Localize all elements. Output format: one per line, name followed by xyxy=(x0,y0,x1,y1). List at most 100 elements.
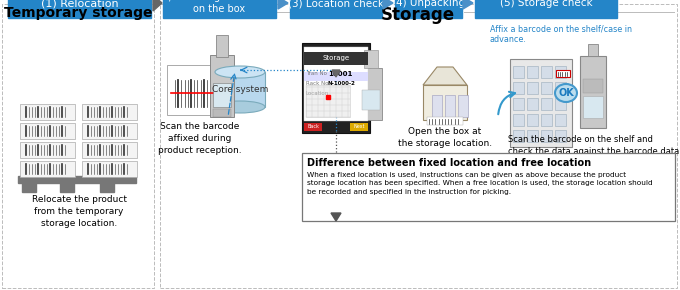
Bar xyxy=(20,104,75,120)
Text: Next: Next xyxy=(353,124,364,130)
Bar xyxy=(213,109,231,117)
Bar xyxy=(362,90,380,110)
Text: (2) Scanning the barcode
on the box: (2) Scanning the barcode on the box xyxy=(158,0,282,14)
Bar xyxy=(541,66,552,78)
Bar xyxy=(555,98,566,110)
Bar xyxy=(580,56,606,128)
Bar xyxy=(60,182,74,192)
Bar xyxy=(541,130,552,142)
Bar xyxy=(82,123,137,139)
Bar xyxy=(513,130,524,142)
Bar xyxy=(8,0,151,18)
Polygon shape xyxy=(278,0,288,9)
Text: Scan the barcode on the shelf and
check the data against the barcode data
on the: Scan the barcode on the shelf and check … xyxy=(508,135,679,168)
Bar xyxy=(22,182,36,192)
Text: (5) Storage check: (5) Storage check xyxy=(500,0,592,8)
Bar xyxy=(302,153,675,221)
Bar xyxy=(350,123,368,131)
Polygon shape xyxy=(331,213,341,221)
Bar xyxy=(290,0,382,18)
Text: N-1000-2: N-1000-2 xyxy=(328,81,356,86)
Text: Back: Back xyxy=(307,124,319,130)
Text: (4) Unpacking: (4) Unpacking xyxy=(392,0,465,8)
Bar xyxy=(475,0,617,18)
Bar xyxy=(18,176,136,183)
Bar xyxy=(527,98,538,110)
Bar xyxy=(304,47,368,121)
Text: Difference between fixed location and free location: Difference between fixed location and fr… xyxy=(307,158,591,168)
Bar xyxy=(513,82,524,94)
Bar xyxy=(302,43,370,133)
Polygon shape xyxy=(383,0,393,9)
Text: Core system: Core system xyxy=(211,85,268,94)
Bar xyxy=(360,68,382,120)
Bar xyxy=(364,50,378,68)
Text: Open the box at
the storage location.: Open the box at the storage location. xyxy=(398,127,492,148)
Bar xyxy=(215,72,265,107)
Text: Storage: Storage xyxy=(322,55,350,61)
Bar xyxy=(541,82,552,94)
Bar xyxy=(82,104,137,120)
Text: Tran No: Tran No xyxy=(306,71,327,76)
Bar xyxy=(304,72,368,81)
Bar xyxy=(527,130,538,142)
Bar xyxy=(583,96,603,118)
Bar xyxy=(527,82,538,94)
Bar xyxy=(213,83,231,107)
Text: (3) Location check: (3) Location check xyxy=(288,0,384,8)
Polygon shape xyxy=(332,70,340,77)
Ellipse shape xyxy=(215,101,265,113)
Bar xyxy=(527,66,538,78)
Text: Rack No: Rack No xyxy=(306,81,328,86)
Bar xyxy=(20,161,75,177)
Bar xyxy=(583,79,603,93)
Bar xyxy=(20,142,75,158)
Text: 10001: 10001 xyxy=(328,71,352,77)
Bar xyxy=(304,52,368,65)
Bar xyxy=(216,35,228,57)
Bar xyxy=(588,44,598,56)
Polygon shape xyxy=(153,0,162,11)
Text: Relocate the product
from the temporary
storage location.: Relocate the product from the temporary … xyxy=(31,195,126,228)
Polygon shape xyxy=(423,67,467,85)
Bar xyxy=(82,142,137,158)
Text: Scan the barcode
affixed during
product reception.: Scan the barcode affixed during product … xyxy=(158,122,242,155)
Bar xyxy=(556,70,570,77)
Bar xyxy=(304,123,322,131)
Bar xyxy=(427,117,463,125)
Bar xyxy=(82,161,137,177)
Bar xyxy=(395,0,462,18)
Bar xyxy=(432,95,442,117)
Bar xyxy=(306,85,350,117)
Bar xyxy=(2,4,154,288)
Bar xyxy=(513,66,524,78)
Bar xyxy=(510,59,572,147)
Bar xyxy=(160,4,677,288)
Text: OK: OK xyxy=(558,88,574,98)
Ellipse shape xyxy=(555,84,577,102)
Bar xyxy=(20,123,75,139)
Bar xyxy=(167,65,229,115)
Bar xyxy=(423,85,467,120)
Bar xyxy=(527,114,538,126)
Bar xyxy=(513,114,524,126)
Bar xyxy=(555,114,566,126)
Bar xyxy=(541,98,552,110)
Text: Storage: Storage xyxy=(381,6,455,24)
Bar xyxy=(541,114,552,126)
Bar xyxy=(555,130,566,142)
Bar xyxy=(100,182,114,192)
Bar xyxy=(458,95,468,117)
Text: Temporary storage: Temporary storage xyxy=(4,6,152,20)
Bar xyxy=(555,66,566,78)
Text: Affix a barcode on the shelf/case in
advance.: Affix a barcode on the shelf/case in adv… xyxy=(490,24,632,44)
Bar xyxy=(445,95,455,117)
Ellipse shape xyxy=(215,66,265,78)
Bar xyxy=(210,55,234,117)
Polygon shape xyxy=(463,0,473,9)
Bar xyxy=(555,82,566,94)
Text: Location: Location xyxy=(306,91,329,96)
Text: (1) Relocation: (1) Relocation xyxy=(41,0,118,8)
Bar xyxy=(513,98,524,110)
Bar xyxy=(163,0,276,18)
